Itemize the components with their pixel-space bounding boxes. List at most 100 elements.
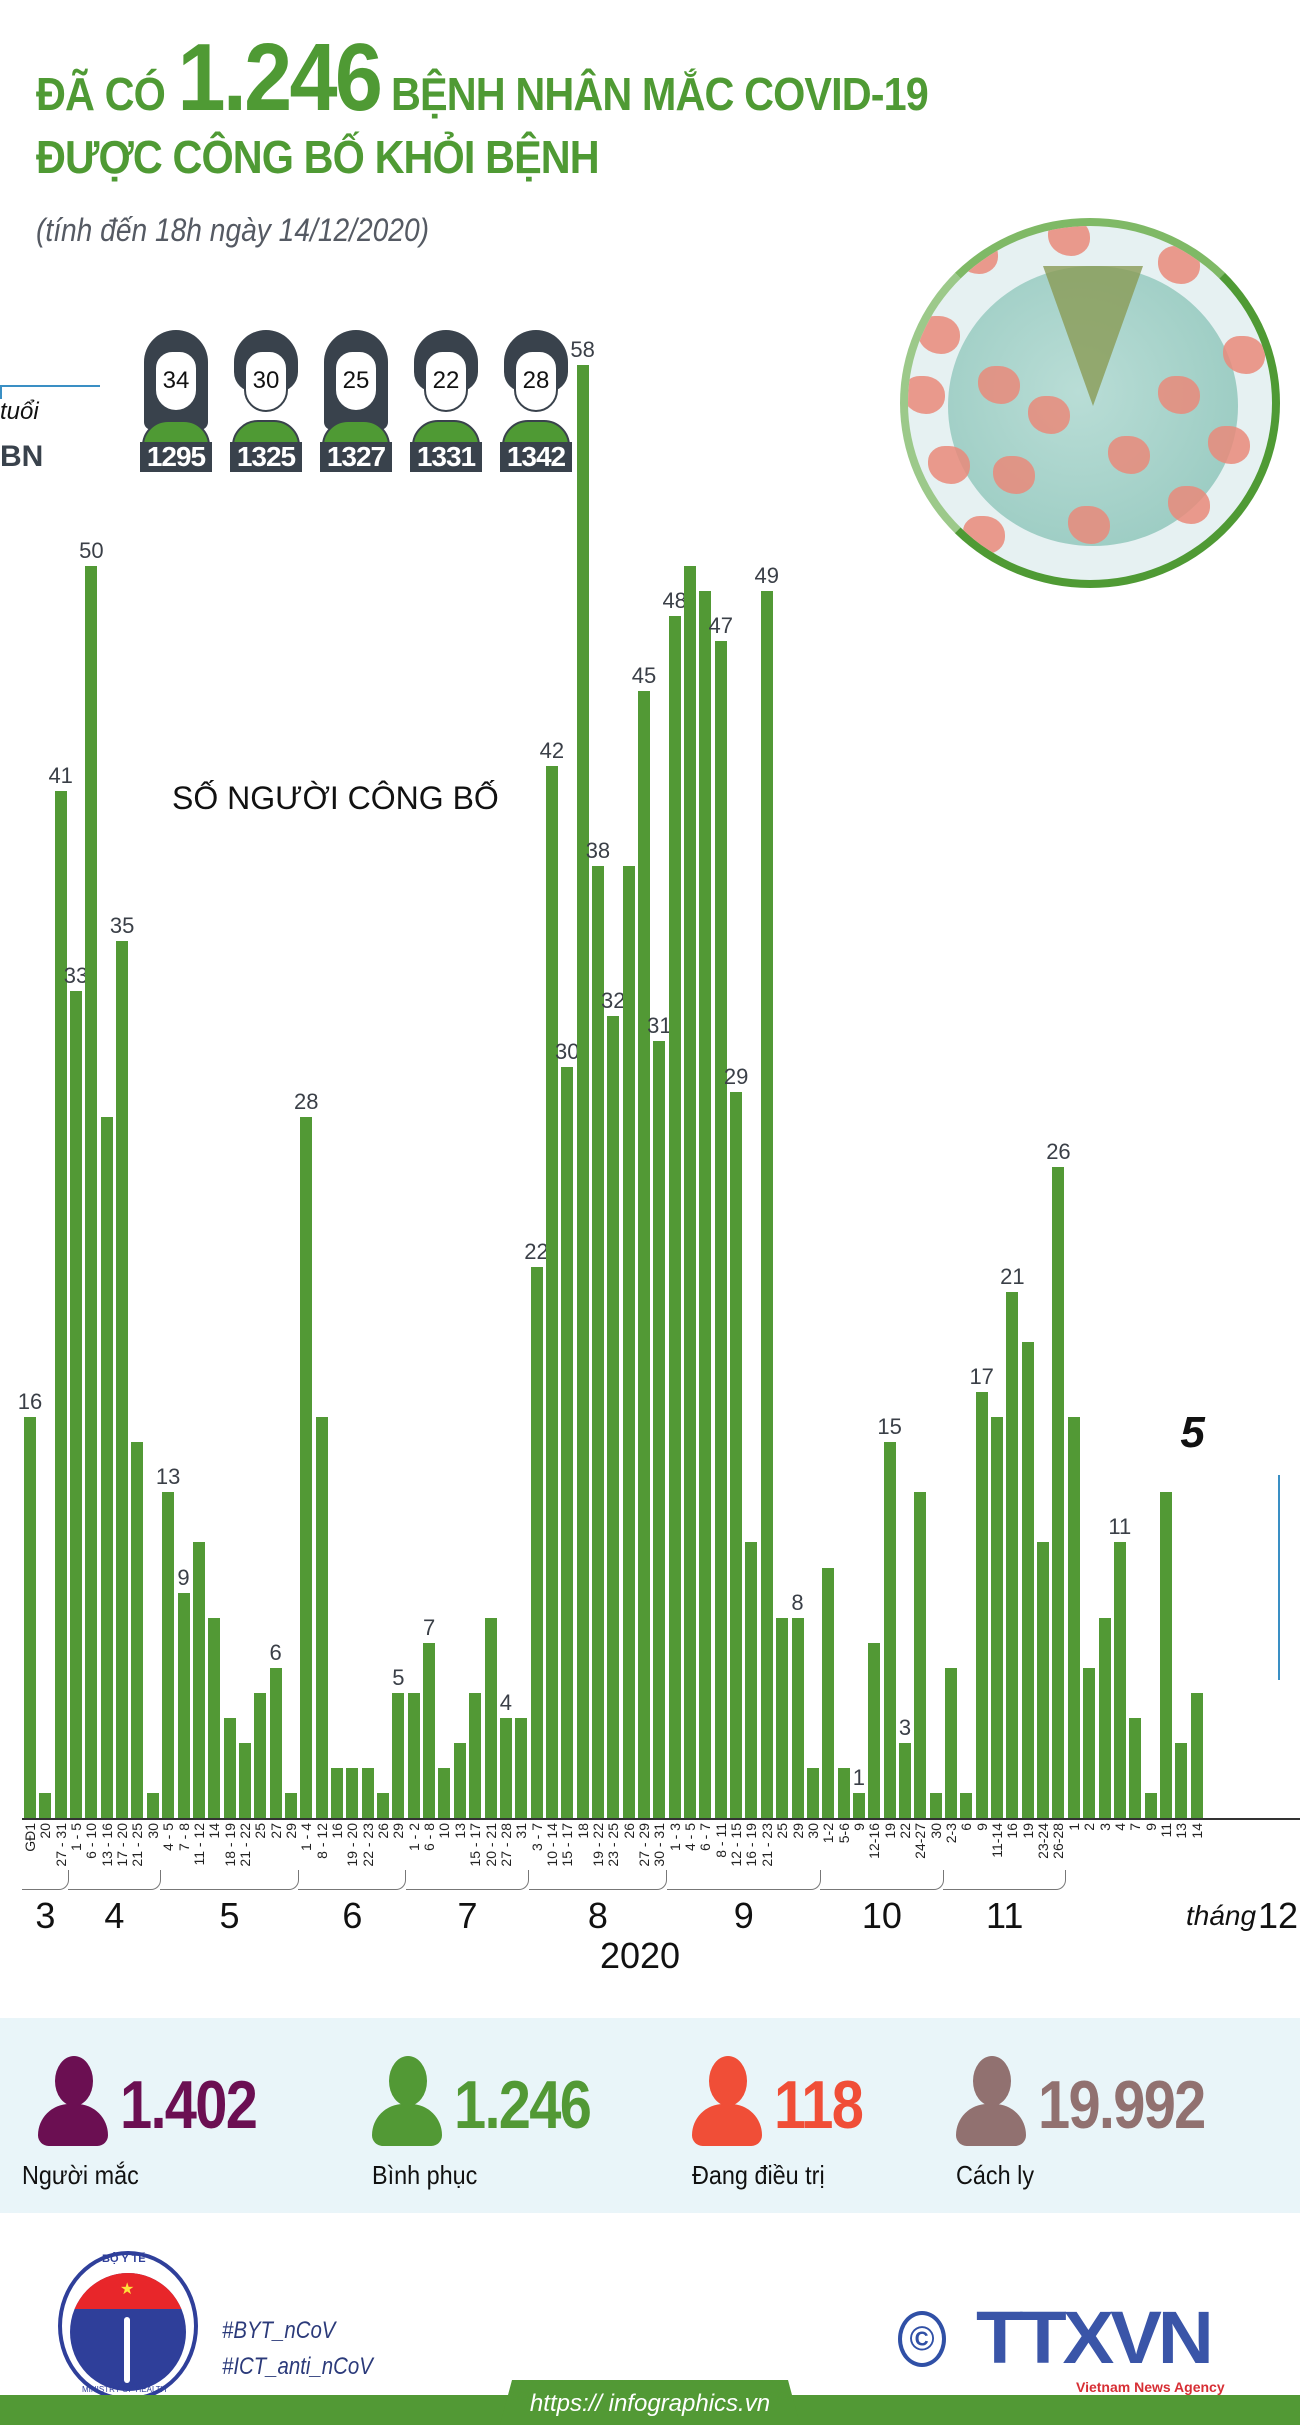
star-icon: ★ (120, 2281, 135, 2298)
bar-value-label: 7 (422, 1614, 436, 1640)
chart-title: SỐ NGƯỜI CÔNG BỐ (172, 780, 499, 816)
bar-value-label: 8 (791, 1589, 804, 1615)
x-tick-label: 3 (1096, 1823, 1113, 1831)
spike-protein-icon (1158, 376, 1200, 414)
x-tick-label: 26-28 (1050, 1823, 1067, 1859)
person-icon (372, 2056, 442, 2146)
moh-name-vi: BỘ Y TẾ (102, 2253, 146, 2265)
month-label: 6 (342, 1895, 363, 1936)
bar-value-label: 1 (852, 1764, 866, 1790)
headline: ĐÃ CÓ 1.246 BỆNH NHÂN MẮC COVID-19 ĐƯỢC … (36, 30, 1027, 184)
x-tick-label: 4 - 5 (160, 1823, 177, 1852)
x-tick-label: 23 - 25 (605, 1823, 622, 1867)
x-tick-label: 30 - 31 (651, 1823, 668, 1867)
recovered-bar-chart: SỐ NGƯỜI CÔNG BỐ 2020 tháng 16 GĐ1 20 41 27 … (18, 337, 1300, 1976)
x-axis-year: 2020 (599, 1935, 681, 1976)
bar (1159, 1492, 1172, 1818)
bar-value-label: 11 (1108, 1514, 1132, 1540)
month-bracket (943, 1870, 1067, 1890)
x-tick-label: 18 - 19 (221, 1823, 238, 1867)
spike-protein-icon (1168, 486, 1210, 524)
bar-value-label: 41 (48, 762, 73, 788)
patient-id: 1331 (410, 442, 482, 472)
month-label: 10 (861, 1895, 902, 1936)
x-tick-label: 2 (1081, 1823, 1098, 1831)
x-tick-label: 4 - 5 (682, 1823, 699, 1852)
bar (453, 1742, 466, 1818)
x-tick-label: 21 - 23 (758, 1823, 775, 1867)
x-tick-label: 26 (620, 1823, 637, 1839)
bar (591, 866, 604, 1818)
patient-id-label: BN (0, 440, 44, 473)
x-tick-label: 23-24 (1035, 1823, 1052, 1859)
bar (85, 565, 98, 1818)
bar-value-label: 42 (539, 737, 565, 763)
bar (24, 1417, 36, 1818)
stat-label: Đang điều trị (692, 2160, 825, 2190)
spike-protein-icon (918, 316, 960, 354)
x-tick-label: 13 - 16 (98, 1823, 115, 1867)
person-icon (692, 2056, 762, 2146)
x-tick-label: 29 (789, 1823, 806, 1839)
x-tick-label: 8 - 11 (712, 1823, 729, 1858)
bar-value-label: 50 (79, 537, 104, 563)
bar (315, 1417, 328, 1818)
copyright-icon: © (898, 2311, 946, 2367)
x-tick-label: 6 - 8 (421, 1823, 438, 1852)
bar (530, 1266, 543, 1818)
bar (991, 1417, 1004, 1818)
month-label: 8 (587, 1895, 608, 1936)
stat-value: 1.246 (454, 2067, 592, 2143)
x-tick-label: 25 (252, 1823, 269, 1839)
x-tick-label: 1 - 4 (298, 1823, 315, 1852)
bar-value-label: 35 (109, 913, 135, 939)
bar (1113, 1542, 1126, 1818)
x-tick-label: 19 - 22 (589, 1823, 606, 1867)
x-tick-label: 19 (1019, 1823, 1036, 1839)
x-tick-label: 27 (267, 1823, 284, 1839)
bar (883, 1442, 896, 1818)
bar (177, 1592, 190, 1818)
bar-value-label: 47 (708, 612, 733, 638)
month-label: 7 (457, 1895, 478, 1936)
stat-label: Bình phục (372, 2160, 478, 2190)
month-label: 4 (104, 1895, 125, 1936)
bar-value-label: 38 (585, 838, 611, 864)
bar (54, 790, 67, 1818)
x-tick-label: 16 (329, 1823, 345, 1839)
bar (300, 1116, 313, 1818)
bar-value-label: 28 (294, 1088, 319, 1114)
latest-value-highlight: 5 (1180, 1408, 1205, 1457)
x-tick-label: 1-2 (820, 1823, 837, 1844)
bar (868, 1642, 881, 1818)
patient-id: 1325 (230, 442, 302, 472)
bar-value-label: 15 (877, 1414, 902, 1440)
person-icon (956, 2056, 1026, 2146)
x-tick-label: 13 (451, 1823, 468, 1839)
bar (438, 1767, 451, 1818)
website-link[interactable]: https:// infographics.vn (500, 2380, 800, 2425)
headline-number: 1.246 (177, 24, 383, 131)
x-tick-label: 12-16 (866, 1823, 883, 1859)
bar-value-label: 30 (555, 1038, 580, 1064)
age-pointer-arrow (0, 385, 100, 399)
spike-protein-icon (1223, 336, 1265, 374)
bar (223, 1717, 236, 1818)
headline-suffix: BỆNH NHÂN MẮC COVID-19 (391, 68, 929, 120)
x-tick-label: 25 (774, 1823, 791, 1839)
bar-value-label: 45 (631, 662, 657, 688)
bar (791, 1617, 804, 1818)
bar (822, 1567, 835, 1818)
bar (1098, 1617, 1111, 1818)
bar (975, 1392, 988, 1818)
bar-value-label: 9 (177, 1564, 190, 1590)
bar (1083, 1667, 1096, 1818)
patient-id: 1327 (320, 442, 392, 472)
bar (269, 1667, 282, 1818)
month-label: 3 (35, 1895, 56, 1936)
month-bracket (68, 1870, 161, 1890)
x-tick-label: 11-14 (989, 1823, 1006, 1858)
x-tick-label: 30 (804, 1823, 821, 1839)
stat-value: 19.992 (1038, 2067, 1206, 2143)
patient-age: 34 (154, 350, 198, 412)
